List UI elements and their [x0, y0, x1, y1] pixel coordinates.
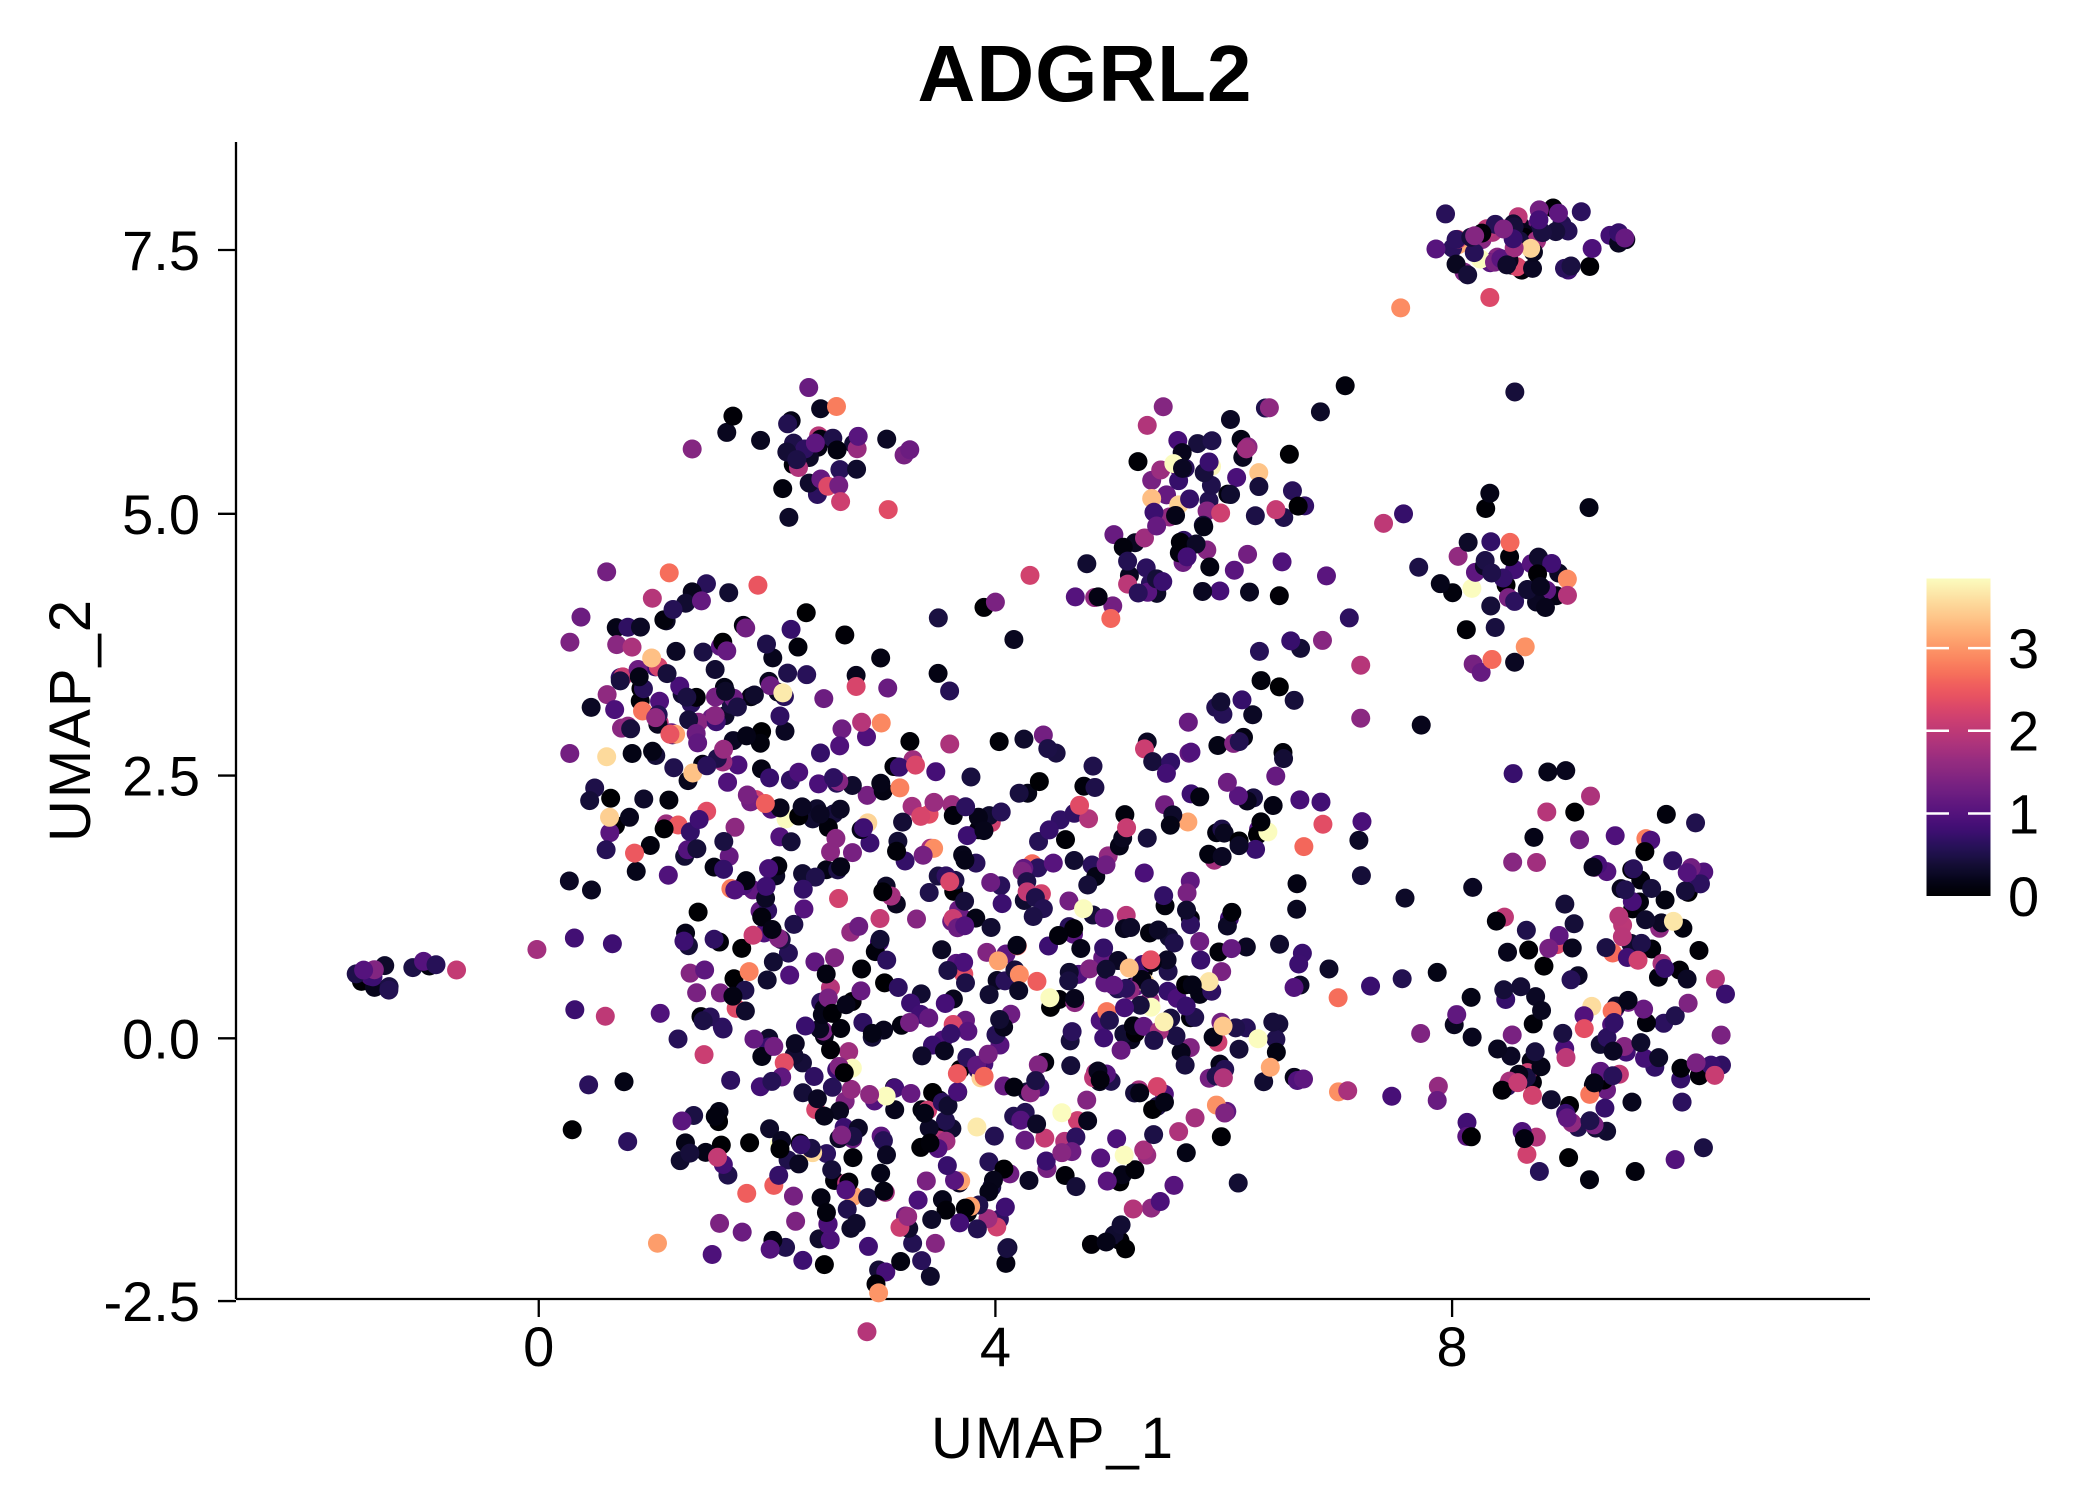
svg-text:2.5: 2.5 — [122, 745, 200, 808]
svg-text:5.0: 5.0 — [122, 483, 200, 546]
svg-text:4: 4 — [980, 1315, 1011, 1378]
svg-text:-2.5: -2.5 — [104, 1270, 201, 1333]
svg-text:0: 0 — [523, 1315, 554, 1378]
svg-text:2: 2 — [2008, 700, 2039, 763]
svg-text:1: 1 — [2008, 782, 2039, 845]
svg-text:UMAP_2: UMAP_2 — [38, 598, 103, 842]
svg-text:7.5: 7.5 — [122, 219, 200, 282]
svg-text:UMAP_1: UMAP_1 — [931, 1406, 1175, 1471]
svg-text:8: 8 — [1437, 1315, 1468, 1378]
svg-text:3: 3 — [2008, 617, 2039, 680]
svg-text:0: 0 — [2008, 865, 2039, 928]
svg-text:0.0: 0.0 — [122, 1007, 200, 1070]
